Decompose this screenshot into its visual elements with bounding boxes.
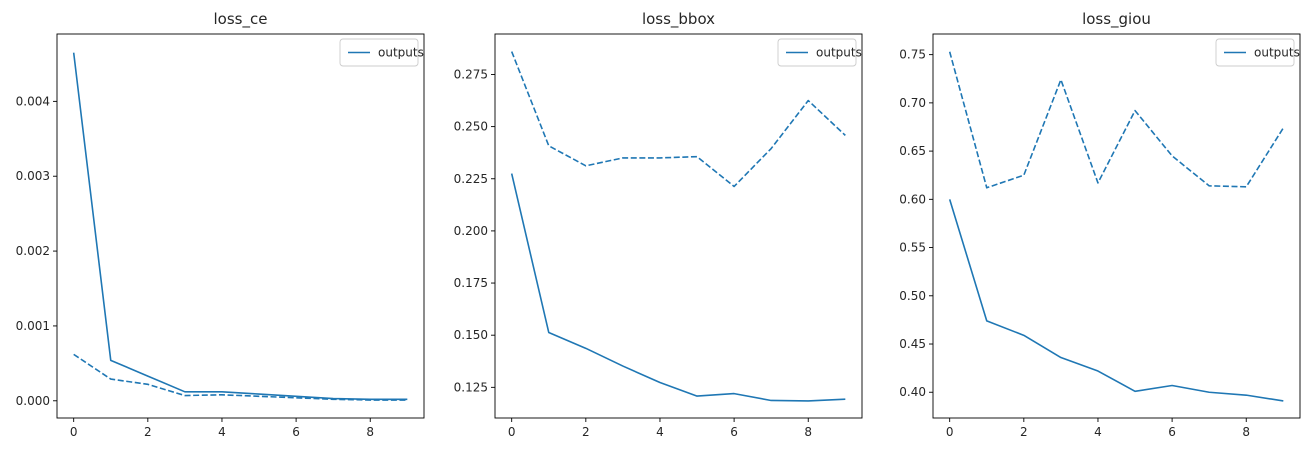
y-tick-label: 0.65 xyxy=(899,144,926,158)
y-tick-label: 0.175 xyxy=(454,276,488,290)
x-tick-label: 6 xyxy=(292,425,300,439)
legend-label: outputs xyxy=(816,46,862,60)
y-tick-label: 0.001 xyxy=(16,319,50,333)
y-tick-label: 0.275 xyxy=(454,67,488,81)
x-tick-label: 4 xyxy=(1094,425,1102,439)
x-tick-label: 8 xyxy=(366,425,374,439)
series-group xyxy=(510,51,846,402)
dashed-series-line xyxy=(510,51,846,188)
legend: outputs xyxy=(339,38,424,67)
axes-frame xyxy=(932,33,1301,419)
y-tick-label: 0.125 xyxy=(454,380,488,394)
charts: loss_ce 0 2 4 6 8 0.000 0.001 0.002 0.003 0.004 out… xyxy=(16,10,1301,439)
y-tick-label: 0.250 xyxy=(454,120,488,134)
y-tick-label: 0.60 xyxy=(899,192,926,206)
solid-series-line xyxy=(510,173,846,402)
y-tick-label: 0.003 xyxy=(16,169,50,183)
x-tick-label: 0 xyxy=(70,425,78,439)
x-tick-label: 0 xyxy=(508,425,516,439)
chart-title: loss_bbox xyxy=(642,10,715,29)
chart-panel-loss-ce: loss_ce 0 2 4 6 8 0.000 0.001 0.002 0.003 0.004 out… xyxy=(16,10,425,439)
y-tick-label: 0.200 xyxy=(454,224,488,238)
legend-label: outputs xyxy=(378,46,424,60)
x-tick-label: 4 xyxy=(218,425,226,439)
y-tick-label: 0.55 xyxy=(899,241,926,255)
y-tick-label: 0.50 xyxy=(899,289,926,303)
dashed-series-line xyxy=(948,51,1284,189)
y-tick-label: 0.004 xyxy=(16,94,50,108)
x-tick-label: 0 xyxy=(946,425,954,439)
solid-series-line xyxy=(948,199,1284,402)
legend-box xyxy=(777,38,857,67)
x-tick-label: 2 xyxy=(582,425,590,439)
chart-title: loss_ce xyxy=(214,10,268,29)
x-tick-label: 2 xyxy=(144,425,152,439)
legend-box xyxy=(339,38,419,67)
axes-frame xyxy=(494,33,863,419)
x-tick-label: 4 xyxy=(656,425,664,439)
y-tick-label: 0.45 xyxy=(899,337,926,351)
x-tick-label: 2 xyxy=(1020,425,1028,439)
series-group xyxy=(948,51,1284,402)
y-tick-label: 0.000 xyxy=(16,394,50,408)
legend-label: outputs xyxy=(1254,46,1300,60)
y-tick-label: 0.75 xyxy=(899,48,926,62)
y-tick-label: 0.002 xyxy=(16,244,50,258)
series-group xyxy=(72,52,408,401)
legend: outputs xyxy=(1215,38,1300,67)
dashed-series-line xyxy=(73,353,408,401)
chart-title: loss_giou xyxy=(1082,10,1151,29)
y-tick-label: 0.70 xyxy=(899,96,926,110)
y-tick-label: 0.40 xyxy=(899,385,926,399)
legend-box xyxy=(1215,38,1295,67)
x-tick-label: 8 xyxy=(804,425,812,439)
chart-panel-loss-bbox: loss_bbox 0 2 4 6 8 0.125 0.150 0.175 0.200 0.225 0… xyxy=(454,10,863,439)
y-tick-label: 0.150 xyxy=(454,328,488,342)
legend: outputs xyxy=(777,38,862,67)
y-tick-label: 0.225 xyxy=(454,172,488,186)
axes-frame xyxy=(56,33,425,419)
x-tick-label: 8 xyxy=(1242,425,1250,439)
x-tick-label: 6 xyxy=(730,425,738,439)
x-tick-label: 6 xyxy=(1168,425,1176,439)
chart-panel-loss-giou: loss_giou 0 2 4 6 8 0.40 0.45 0.50 0.55 0.60 0.65 0.… xyxy=(899,10,1301,439)
